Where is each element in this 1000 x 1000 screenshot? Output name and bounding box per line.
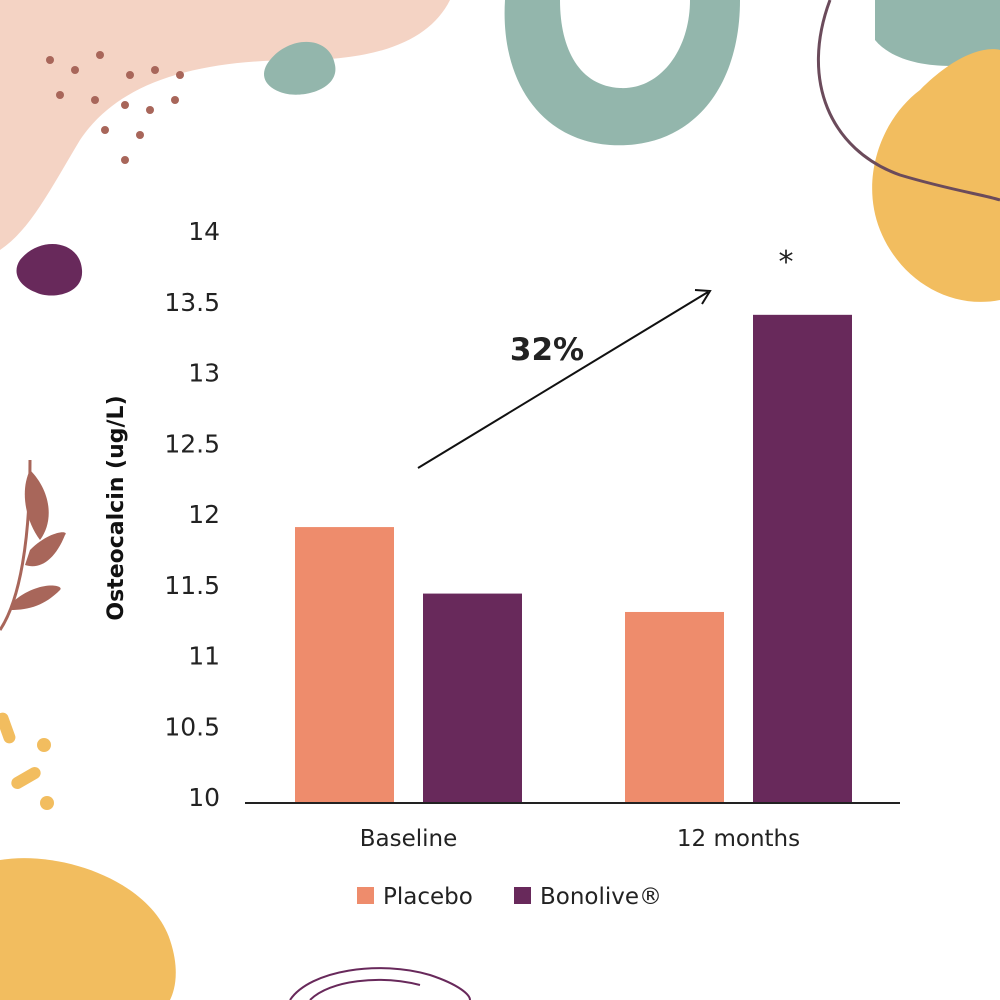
teal-blob: [264, 41, 336, 95]
legend-swatch: [514, 887, 531, 904]
y-tick-label: 13.5: [164, 288, 220, 317]
bar-placebo-1: [625, 611, 724, 803]
y-tick-label: 10.5: [164, 712, 220, 741]
leaf: [24, 470, 49, 540]
teal-swirl: [504, 0, 740, 146]
legend-swatch: [357, 887, 374, 904]
yellow-blob: [872, 49, 1000, 302]
y-tick-label: 14: [188, 217, 220, 246]
arrow-head: [694, 289, 712, 305]
legend-label: Bonolive®: [540, 884, 662, 910]
x-category-label: Baseline: [360, 826, 458, 852]
yellow-dashes: [0, 712, 54, 810]
increase-label: 32%: [510, 332, 584, 368]
bottom-swirl: [289, 967, 471, 1000]
arc-line: [816, 0, 1000, 202]
y-tick-label: 11: [188, 642, 220, 671]
increase-arrow: [417, 291, 709, 469]
y-tick-label: 12: [188, 500, 220, 529]
y-tick-label: 12.5: [164, 429, 220, 458]
bars: [295, 314, 852, 803]
yellow-corner: [0, 858, 176, 1000]
leaf: [25, 532, 66, 567]
legend: Placebo Bonolive®: [357, 884, 662, 910]
legend-label: Placebo: [383, 884, 473, 910]
leaf: [10, 585, 61, 610]
bar-placebo-0: [295, 527, 394, 803]
x-axis-categories: Baseline 12 months: [360, 826, 800, 852]
y-tick-label: 10: [188, 783, 220, 812]
y-axis-ticks: 10 10.5 11 11.5 12 12.5 13 13.5 14: [164, 217, 220, 812]
purple-blob: [16, 243, 83, 296]
y-tick-label: 11.5: [164, 571, 220, 600]
bar-bonolive-0: [423, 593, 522, 803]
y-tick-label: 13: [188, 359, 220, 388]
significance-marker: *: [779, 245, 794, 280]
teal-corner: [875, 0, 1000, 66]
brown-dots: [46, 51, 184, 164]
x-category-label: 12 months: [677, 826, 800, 852]
peach-blob: [0, 0, 450, 250]
bar-bonolive-1: [753, 314, 852, 803]
y-axis-label: Osteocalcin (ug/L): [104, 395, 129, 620]
